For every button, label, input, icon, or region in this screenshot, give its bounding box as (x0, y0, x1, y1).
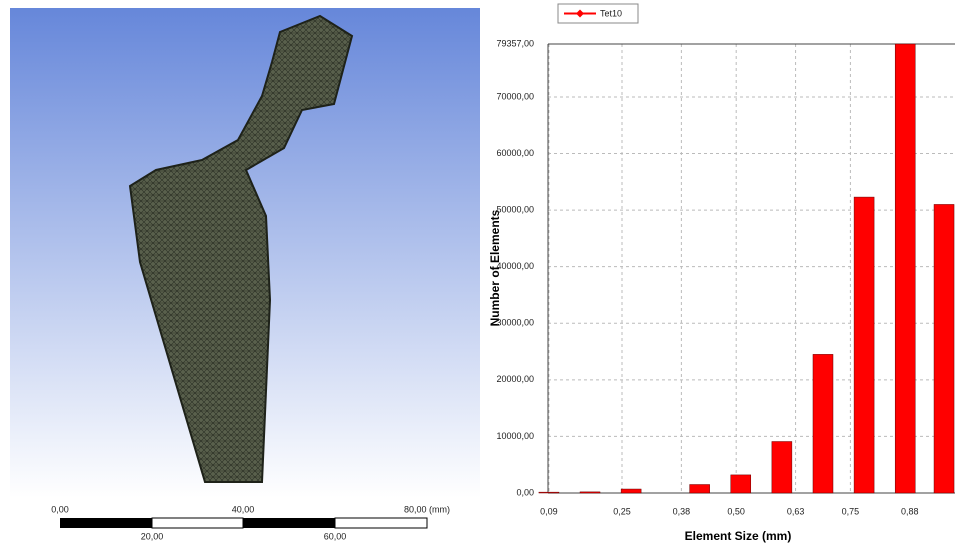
bar (813, 354, 833, 493)
bar (895, 44, 915, 493)
bar (854, 197, 874, 493)
scale-label: 60,00 (324, 531, 347, 541)
y-tick-label: 20000,00 (496, 374, 534, 384)
x-tick-label: 0,75 (842, 506, 860, 516)
legend-label: Tet10 (600, 8, 622, 18)
x-tick-label: 0,09 (540, 506, 558, 516)
x-axis-title: Element Size (mm) (685, 529, 792, 543)
x-tick-label: 0,88 (901, 506, 919, 516)
bar (690, 485, 710, 493)
bar (539, 492, 559, 493)
scale-label: 20,00 (141, 531, 164, 541)
y-tick-label: 79357,00 (496, 38, 534, 48)
mesh-viewport: 0,00 40,00 80,00 (mm) 20,00 60,00 (10, 8, 480, 541)
histogram-chart: Number of Elements Element Size (mm) 0,0… (488, 4, 955, 543)
bar (621, 489, 641, 493)
scale-segment (243, 518, 335, 528)
scale-label: 80,00 (mm) (404, 504, 450, 514)
x-tick-label: 0,50 (727, 506, 745, 516)
scale-segment (335, 518, 427, 528)
y-tick-label: 0,00 (516, 487, 534, 497)
bar (580, 492, 600, 493)
bar (772, 442, 792, 493)
scale-segment (60, 518, 152, 528)
scale-segment (152, 518, 243, 528)
x-tick-label: 0,63 (787, 506, 805, 516)
scale-label: 0,00 (51, 504, 69, 514)
y-tick-label: 70000,00 (496, 91, 534, 101)
y-tick-label: 10000,00 (496, 431, 534, 441)
y-tick-label: 50000,00 (496, 204, 534, 214)
bar (731, 475, 751, 493)
x-tick-label: 0,38 (673, 506, 691, 516)
scale-label: 40,00 (232, 504, 255, 514)
x-tick-label: 0,25 (613, 506, 631, 516)
y-tick-label: 30000,00 (496, 318, 534, 328)
y-tick-label: 40000,00 (496, 261, 534, 271)
y-tick-label: 60000,00 (496, 148, 534, 158)
bar (934, 204, 954, 493)
page: 0,00 40,00 80,00 (mm) 20,00 60,00 Number… (0, 0, 955, 546)
